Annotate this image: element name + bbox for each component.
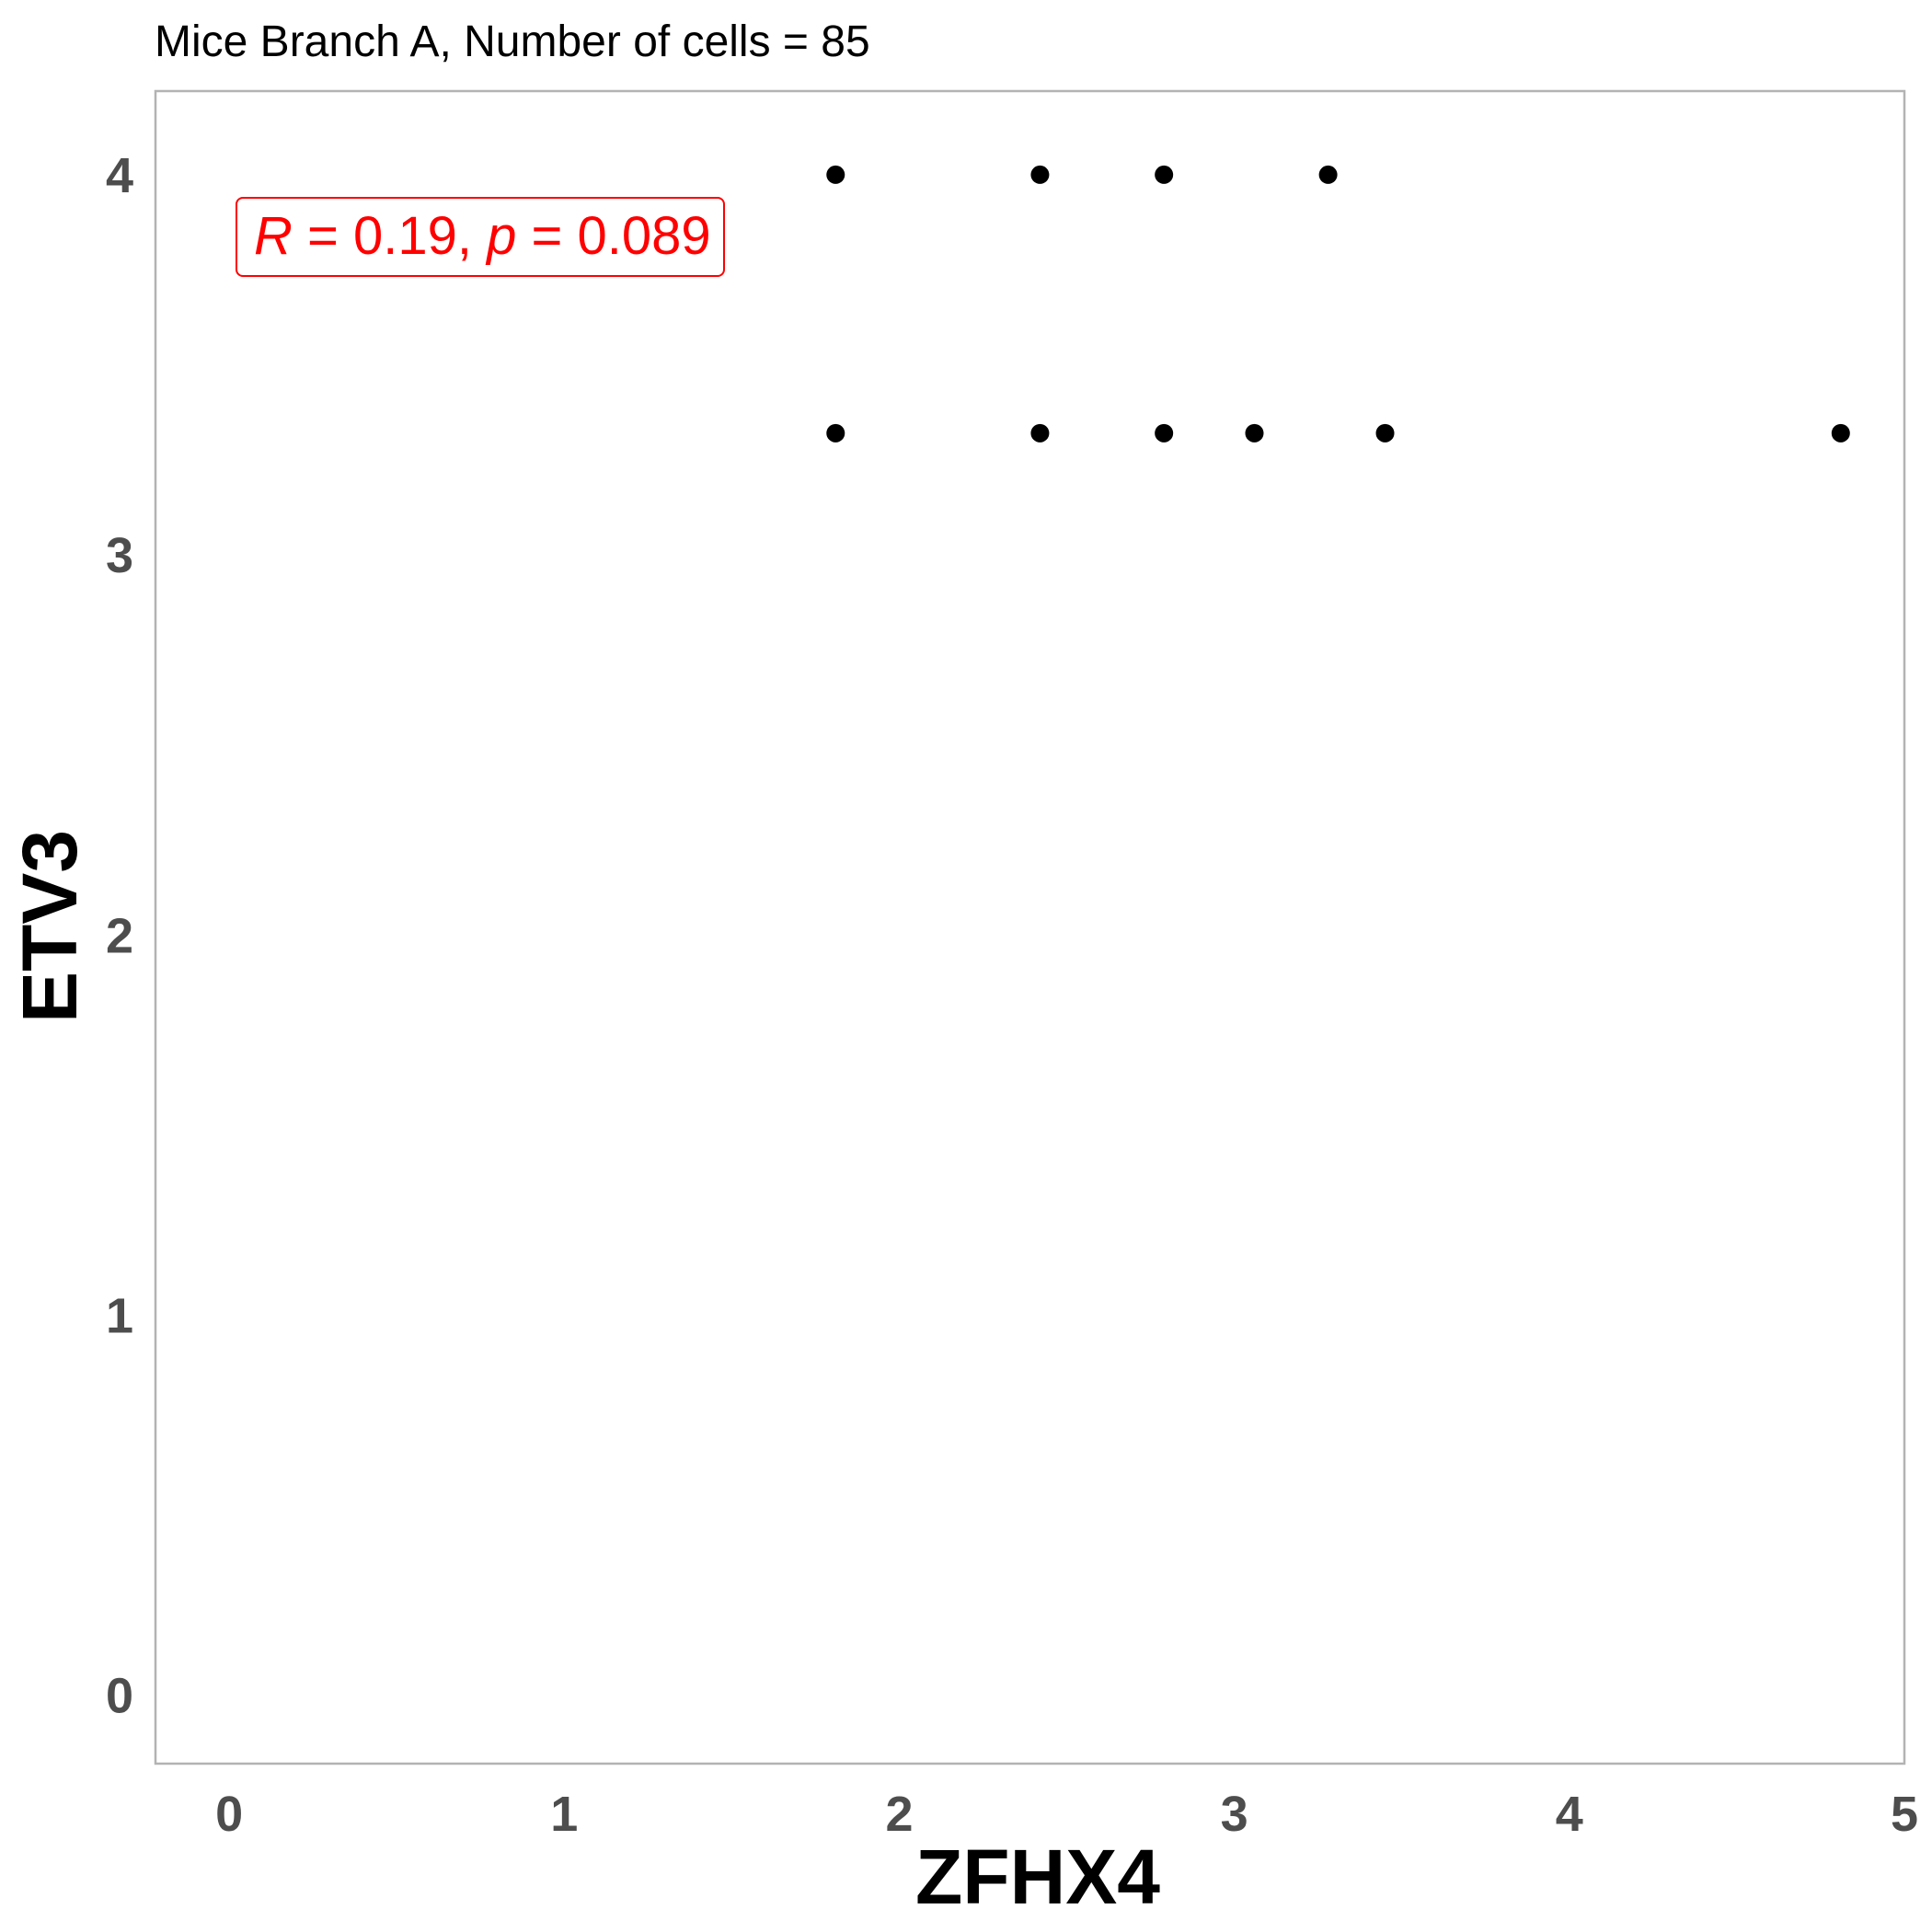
data-point [1030,423,1050,443]
y-tick-label: 0 [106,1669,133,1724]
data-points [826,165,1850,443]
data-point [1831,423,1850,443]
y-axis-label: ETV3 [6,830,93,1023]
chart-title: Mice Branch A, Number of cells = 85 [155,17,870,66]
x-tick-label: 4 [1556,1787,1583,1842]
data-point [1375,423,1395,443]
r-value: 0.19 [353,206,457,266]
data-point [826,423,845,443]
data-point [826,165,845,184]
r-symbol: R [254,206,293,266]
x-tick-label: 1 [550,1787,578,1842]
y-tick-label: 1 [106,1288,133,1343]
x-tick-label: 0 [215,1787,243,1842]
p-value: 0.089 [578,206,711,266]
x-tick-label: 5 [1891,1787,1918,1842]
y-tick-label: 3 [106,528,133,583]
x-axis-ticks: 0 1 2 3 4 5 [215,1787,1918,1842]
x-tick-label: 3 [1221,1787,1248,1842]
x-axis-label: ZFHX4 [915,1834,1160,1920]
plot-panel [154,89,1906,1765]
data-point [1155,423,1174,443]
svg-text:R = 0.19, p = 0.089: R = 0.19, p = 0.089 [254,206,711,266]
x-tick-label: 2 [885,1787,913,1842]
y-axis-ticks: 0 1 2 3 4 [106,148,133,1724]
data-point [1245,423,1264,443]
annotation-box [236,197,725,277]
p-symbol: p [485,206,516,266]
correlation-annotation: R = 0.19, p = 0.089 [236,197,725,277]
data-point [1030,165,1050,184]
y-tick-label: 2 [106,908,133,963]
y-tick-label: 4 [106,148,133,203]
data-point [1155,165,1174,184]
data-point [1318,165,1338,184]
